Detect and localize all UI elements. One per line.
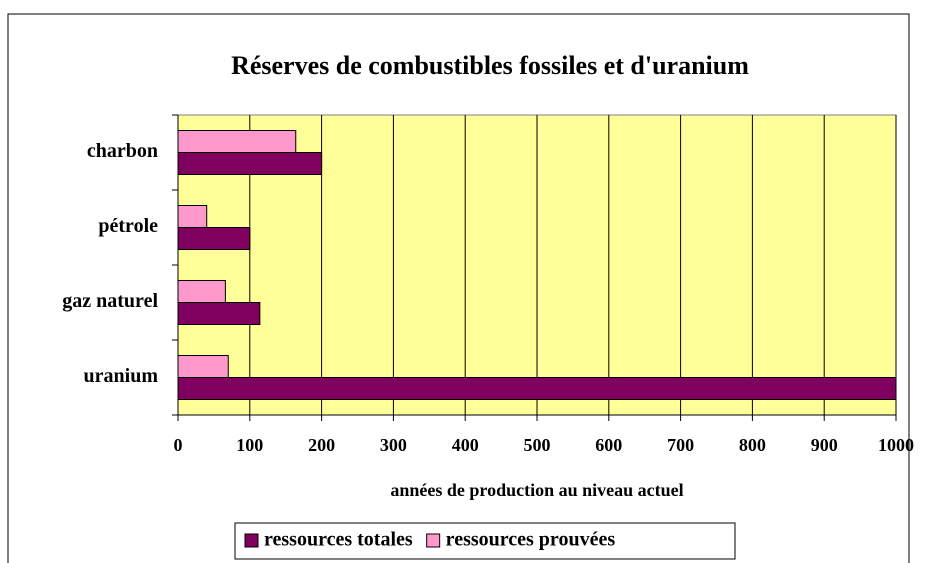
x-tick-label: 800 xyxy=(739,435,766,455)
x-tick-label: 500 xyxy=(524,435,551,455)
bar xyxy=(177,130,297,153)
x-tick-label: 100 xyxy=(236,435,263,455)
y-tick-label: charbon xyxy=(87,140,158,162)
bar xyxy=(177,355,229,378)
x-tick-label: 400 xyxy=(452,435,479,455)
y-tick-label: gaz naturel xyxy=(62,290,158,312)
x-tick-label: 0 xyxy=(174,435,183,455)
y-tick-label: uranium xyxy=(84,365,159,387)
x-tick-label: 1000 xyxy=(878,435,914,455)
legend-label: ressources prouvées xyxy=(446,529,616,551)
bar xyxy=(177,152,323,175)
chart-title: Réserves de combustibles fossiles et d'u… xyxy=(231,51,749,80)
bar xyxy=(177,205,208,228)
bar xyxy=(177,377,897,400)
legend-box xyxy=(234,522,736,560)
chart-frame xyxy=(7,13,910,563)
legend-label: ressources totales xyxy=(264,529,413,551)
x-tick-label: 900 xyxy=(811,435,838,455)
x-tick-label: 600 xyxy=(595,435,622,455)
x-tick-label: 300 xyxy=(380,435,407,455)
x-tick-label: 200 xyxy=(308,435,335,455)
x-axis-label: années de production au niveau actuel xyxy=(390,480,683,500)
bar xyxy=(177,227,251,250)
legend-swatch xyxy=(244,533,259,548)
bar xyxy=(177,302,261,325)
legend-swatch xyxy=(426,533,441,548)
y-tick-label: pétrole xyxy=(98,215,158,237)
bar xyxy=(177,280,226,303)
x-tick-label: 700 xyxy=(667,435,694,455)
